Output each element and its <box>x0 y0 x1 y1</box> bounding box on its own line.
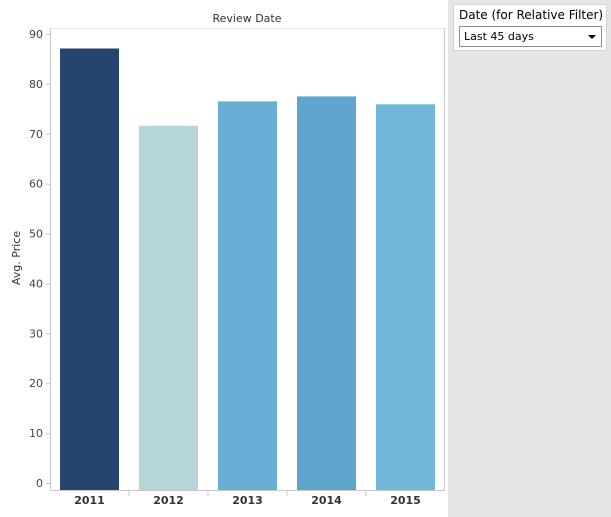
bar-2013[interactable] <box>218 101 277 491</box>
y-tick-label: 70 <box>29 128 43 141</box>
chart-pane: Review Date Avg. Price 0 10 20 30 40 50 60 70 80… <box>0 0 448 517</box>
bar-2011[interactable] <box>60 48 119 491</box>
relative-date-filter: Date (for Relative Filter) Last 45 days <box>453 4 607 51</box>
y-tick-label: 40 <box>29 277 43 290</box>
y-tick-label: 10 <box>29 427 43 440</box>
x-tick-label: 2011 <box>74 494 105 507</box>
y-tick-label: 90 <box>29 28 43 41</box>
y-axis-ticks: 0 10 20 30 40 50 60 70 80 90 <box>29 28 50 490</box>
y-tick-label: 80 <box>29 78 43 91</box>
x-tick-label: 2013 <box>232 494 263 507</box>
x-tick-label: 2012 <box>153 494 184 507</box>
y-tick-label: 0 <box>36 477 43 490</box>
bar-2014[interactable] <box>297 96 356 491</box>
y-tick-label: 50 <box>29 228 43 241</box>
y-tick-label: 20 <box>29 377 43 390</box>
y-axis-label: Avg. Price <box>10 231 23 285</box>
filter-title: Date (for Relative Filter) <box>459 8 604 22</box>
bar-2012[interactable] <box>139 125 198 491</box>
dropdown-selected-value: Last 45 days <box>464 30 534 43</box>
chart-title: Review Date <box>212 12 281 25</box>
bar-2015[interactable] <box>376 104 435 491</box>
bar-chart: Review Date Avg. Price 0 10 20 30 40 50 60 70 80… <box>10 12 445 507</box>
x-tick-label: 2015 <box>390 494 421 507</box>
x-tick-label: 2014 <box>311 494 342 507</box>
y-tick-label: 60 <box>29 178 43 191</box>
relative-date-dropdown[interactable]: Last 45 days <box>459 26 602 47</box>
y-tick-label: 30 <box>29 327 43 340</box>
bars <box>60 48 435 491</box>
x-axis-labels: 2011 2012 2013 2014 2015 <box>74 491 421 507</box>
chevron-down-icon <box>588 35 596 39</box>
